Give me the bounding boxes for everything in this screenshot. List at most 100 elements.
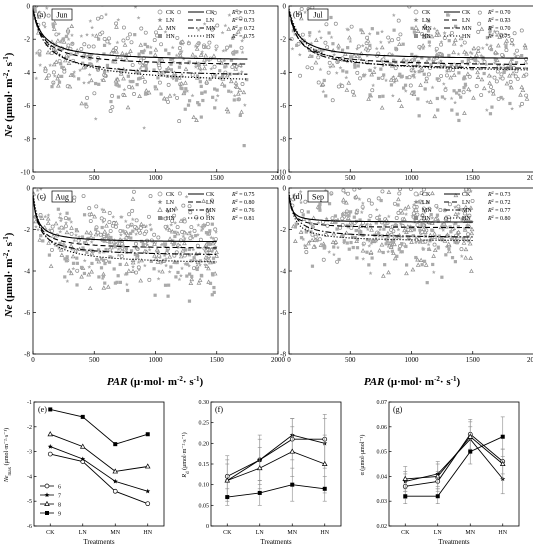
scatter-point	[358, 76, 362, 81]
scatter-point	[94, 227, 98, 232]
scatter-point	[356, 64, 360, 68]
scatter-point	[307, 33, 312, 38]
scatter-point	[105, 233, 109, 238]
scatter-point	[113, 46, 118, 50]
scatter-point	[361, 206, 365, 211]
scatter-point	[198, 68, 203, 72]
scatter-point	[56, 207, 60, 211]
legend-line-name: CK	[462, 192, 471, 198]
scatter-point	[90, 52, 95, 57]
scatter-point	[107, 260, 112, 264]
scatter-point	[213, 73, 218, 77]
scatter-point	[173, 206, 179, 211]
scatter-point	[238, 113, 242, 118]
scatter-point	[186, 103, 191, 107]
data-point	[435, 494, 440, 499]
scatter-point	[237, 62, 243, 67]
scatter-point	[453, 260, 457, 264]
scatter-point	[119, 56, 124, 61]
scatter-point	[191, 247, 196, 252]
scatter-point	[173, 260, 178, 265]
scatter-point	[91, 2, 94, 5]
y-tick-label: -6	[24, 309, 30, 317]
scatter-point	[322, 78, 326, 83]
scatter-point	[471, 95, 476, 100]
scatter-point	[175, 35, 180, 40]
scatter-point	[456, 211, 461, 216]
scatter-point	[186, 39, 191, 44]
scatter-point	[194, 46, 200, 51]
scatter-point	[514, 61, 519, 65]
legend-line-name: HN	[462, 34, 471, 40]
scatter-point	[422, 210, 427, 214]
scatter-point	[105, 39, 110, 44]
scatter-point	[102, 43, 107, 47]
series-7	[47, 444, 151, 494]
scatter-point	[416, 97, 420, 101]
category-label: HN	[498, 530, 507, 536]
scatter-point	[398, 188, 402, 192]
scatter-point	[360, 43, 365, 48]
scatter-point	[170, 75, 174, 79]
scatter-point	[451, 41, 457, 46]
scatter-point	[169, 68, 174, 72]
legend-scatter-name: LN	[166, 200, 175, 206]
scatter-point	[368, 213, 373, 218]
scatter-point	[193, 64, 198, 69]
scatter-point	[198, 80, 202, 84]
y-tick-label: -6	[280, 102, 286, 110]
scatter-point	[403, 83, 408, 87]
scatter-point	[59, 252, 65, 257]
scatter-point	[299, 7, 304, 11]
legend-entry-ck: CK CK R2 = 0.75	[157, 190, 255, 198]
scatter-point	[412, 202, 416, 207]
scatter-point	[374, 221, 378, 225]
scatter-point	[360, 248, 366, 253]
scatter-point	[391, 13, 396, 17]
x-tick-label: 1000	[405, 174, 420, 182]
scatter-point	[115, 54, 120, 59]
scatter-point	[198, 52, 204, 57]
scatter-point	[43, 214, 48, 219]
scatter-point	[523, 59, 529, 65]
scatter-point	[75, 256, 79, 260]
scatter-point	[171, 57, 176, 61]
data-point	[225, 495, 230, 500]
scatter-point	[317, 237, 322, 242]
scatter-point	[236, 10, 241, 15]
scatter-point	[434, 29, 440, 34]
scatter-point	[144, 67, 149, 71]
scatter-point	[362, 74, 366, 78]
scatter-point	[348, 210, 353, 214]
scatter-point	[367, 263, 371, 267]
scatter-point	[475, 48, 481, 53]
scatter-point	[523, 45, 528, 50]
scatter-point	[355, 70, 360, 75]
scatter-point	[62, 69, 67, 74]
scatter-point	[207, 40, 212, 45]
scatter-point	[411, 73, 415, 78]
scatter-point	[177, 191, 182, 196]
scatter-point	[195, 243, 200, 248]
scatter-point	[82, 241, 87, 245]
scatter-point	[469, 230, 475, 236]
y-tick-label: 0.25	[199, 421, 210, 427]
scatter-point	[180, 41, 185, 46]
scatter-point	[63, 257, 67, 261]
scatter-point	[479, 76, 485, 82]
scatter-point	[164, 208, 169, 213]
scatter-point	[368, 68, 372, 72]
scatter-point	[87, 206, 92, 211]
scatter-point	[234, 84, 240, 90]
x-axis-title: Treatments	[438, 538, 470, 546]
scatter-point	[177, 46, 182, 51]
scatter-point	[321, 89, 326, 94]
panel-jul: 05001000150020000-2-4-6-8-10(b)JulCKCKR2…	[277, 3, 533, 182]
scatter-point	[184, 194, 189, 199]
scatter-point	[104, 223, 109, 228]
scatter-point	[397, 41, 402, 47]
scatter-point	[487, 80, 493, 85]
scatter-point	[462, 49, 467, 54]
scatter-point	[395, 254, 399, 258]
scatter-point	[419, 199, 425, 205]
